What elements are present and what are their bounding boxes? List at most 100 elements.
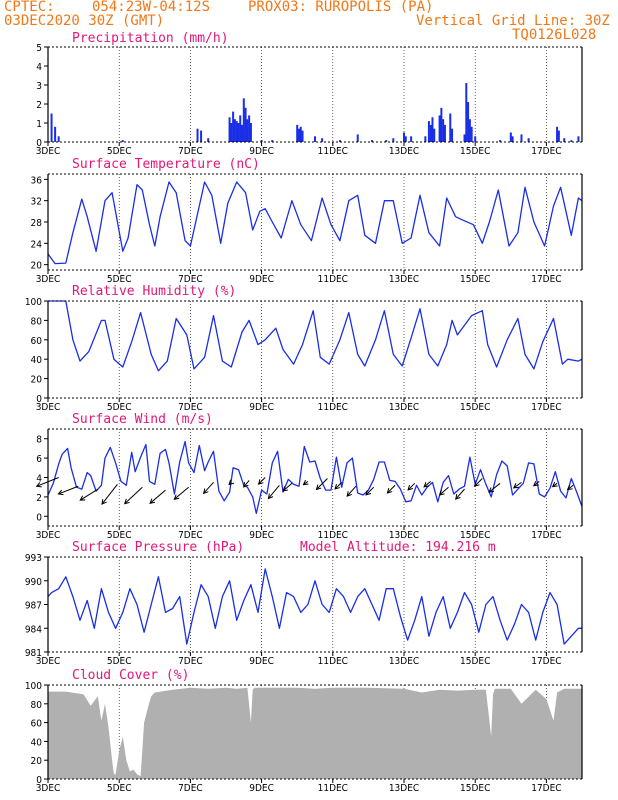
header-coords: 054:23W-04:12S: [92, 0, 211, 15]
cloud-ylabel: 80: [31, 700, 43, 711]
precip-xlabel: 15DEC: [460, 146, 490, 157]
precip-bar: [244, 107, 247, 142]
wind-ylabel: 8: [36, 435, 42, 446]
precip-bar: [527, 138, 530, 142]
rh-xlabel: 3DEC: [36, 402, 61, 413]
wind-ylabel: 2: [36, 493, 42, 504]
cloud-xlabel: 13DEC: [389, 783, 419, 794]
precip-bar: [248, 115, 251, 142]
precip-bar: [50, 113, 53, 142]
wind-arrow-head: [346, 491, 353, 497]
pres-xlabel: 15DEC: [460, 656, 490, 667]
wind-xlabel: 15DEC: [460, 530, 490, 541]
precip-bar: [463, 134, 466, 142]
wind-arrow-head: [315, 484, 322, 491]
wind-arrow-head: [423, 482, 430, 488]
precip-bar: [233, 119, 236, 142]
wind-arrow-head: [512, 483, 519, 489]
precip-bar: [338, 140, 341, 142]
precip-bar: [431, 117, 434, 142]
wind-ylabel: 6: [36, 454, 42, 465]
precip-bar: [237, 123, 240, 142]
wind-arrow-head: [438, 490, 445, 496]
wind-title: Surface Wind (m/s): [72, 412, 213, 427]
precip-bar: [392, 138, 395, 142]
wind-arrow: [455, 488, 465, 500]
precip-bar: [440, 107, 443, 142]
wind-xlabel: 11DEC: [318, 530, 348, 541]
wind-arrow: [258, 477, 266, 485]
cloud-title: Cloud Cover (%): [72, 668, 189, 683]
precip-xlabel: 17DEC: [531, 146, 561, 157]
temp-xlabel: 11DEC: [318, 274, 348, 285]
temp-ylabel: 32: [31, 197, 42, 208]
precip-bar: [557, 130, 560, 142]
precip-bar: [200, 130, 203, 142]
wind-arrow: [567, 484, 574, 491]
precip-xlabel: 3DEC: [36, 146, 61, 157]
wind-xlabel: 13DEC: [389, 530, 419, 541]
precip-ylabel: 5: [36, 43, 42, 54]
wind-arrow-head: [257, 479, 264, 485]
precip-ylabel: 2: [36, 100, 42, 111]
wind-line: [47, 440, 583, 515]
rh-ylabel: 100: [25, 297, 42, 308]
wind-arrow: [149, 489, 166, 504]
precip-bar: [556, 126, 559, 142]
rh-xlabel: 17DEC: [531, 402, 561, 413]
temp-ylabel: 24: [31, 239, 43, 250]
precip-bar: [474, 136, 477, 142]
pres-ylabel: 981: [25, 648, 42, 659]
wind-arrow: [346, 485, 357, 497]
precip-bar: [442, 119, 445, 142]
precip-bar: [57, 136, 60, 142]
wind-xlabel: 17DEC: [531, 530, 561, 541]
precip-ylabel: 1: [36, 119, 42, 130]
rh-ylabel: 80: [31, 316, 43, 327]
wind-arrow-head: [365, 489, 371, 496]
precip-bar: [563, 138, 566, 142]
precip-bar: [577, 136, 580, 142]
temp-xlabel: 9DEC: [249, 274, 274, 285]
wind-arrow: [533, 480, 540, 487]
header-run: 03DEC2020 30Z (GMT): [4, 13, 165, 29]
wind-arrow: [58, 485, 79, 495]
temp-xlabel: 13DEC: [389, 274, 419, 285]
wind-arrow-head: [267, 493, 274, 500]
wind-arrow: [387, 484, 396, 494]
header-source: CPTEC:: [4, 0, 55, 15]
wind-arrow-head: [242, 482, 249, 488]
precip-bar: [235, 121, 238, 142]
precip-xlabel: 7DEC: [178, 146, 203, 157]
wind-arrow-head: [386, 488, 393, 494]
wind-arrow: [101, 483, 118, 505]
wind-arrow: [124, 486, 143, 505]
pres-ylabel: 984: [25, 624, 42, 635]
precip-bar: [297, 128, 300, 142]
precip-bar: [271, 140, 274, 142]
cloud-ylabel: 100: [25, 681, 42, 692]
cloud-ylabel: 0: [36, 775, 42, 786]
wind-arrow-head: [532, 480, 539, 487]
temp-line: [47, 181, 583, 265]
precip-bar: [121, 140, 124, 142]
precip-bar: [207, 138, 210, 142]
pres-xlabel: 7DEC: [178, 656, 203, 667]
header-grid-note: Vertical Grid Line: 30Z: [416, 13, 610, 29]
wind-arrow: [365, 486, 375, 496]
wind-arrow: [243, 480, 250, 488]
temp-ylabel: 20: [31, 261, 43, 272]
precip-ylabel: 0: [36, 138, 42, 149]
cloud-ylabel: 20: [31, 756, 43, 767]
precip-bar: [241, 124, 244, 142]
precip-bar: [232, 111, 235, 142]
wind-arrow-head: [473, 481, 480, 487]
wind-xlabel: 9DEC: [249, 530, 274, 541]
pres-line: [47, 568, 582, 645]
wind-arrow: [316, 478, 328, 490]
header-station: PROX03: RUROPOLIS (PA): [248, 0, 434, 15]
precip-bar: [424, 136, 427, 142]
precip-xlabel: 13DEC: [389, 146, 419, 157]
wind-arrow: [513, 481, 522, 489]
wind-arrow-head: [455, 494, 461, 500]
